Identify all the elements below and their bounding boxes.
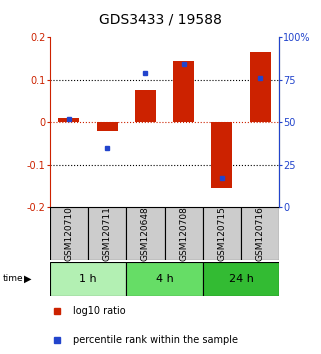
Bar [203,262,279,296]
Bar [88,207,126,260]
Text: GSM120716: GSM120716 [256,206,265,261]
Text: 24 h: 24 h [229,274,254,284]
Text: ▶: ▶ [23,274,31,284]
Bar [241,207,279,260]
Text: GDS3433 / 19588: GDS3433 / 19588 [99,12,222,27]
Text: time: time [3,274,24,283]
Text: GSM120715: GSM120715 [217,206,226,261]
Bar [250,52,271,122]
Text: percentile rank within the sample: percentile rank within the sample [73,335,238,345]
Bar [135,90,156,122]
Text: 4 h: 4 h [156,274,173,284]
Bar [164,207,203,260]
Text: GSM120648: GSM120648 [141,206,150,261]
Bar [58,118,79,122]
Bar [203,207,241,260]
Bar [50,262,126,296]
Bar [126,262,203,296]
Text: 1 h: 1 h [79,274,97,284]
Text: GSM120710: GSM120710 [65,206,74,261]
Bar [50,207,88,260]
Text: GSM120711: GSM120711 [103,206,112,261]
Text: log10 ratio: log10 ratio [73,306,125,316]
Bar [211,122,232,188]
Bar [173,61,194,122]
Text: GSM120708: GSM120708 [179,206,188,261]
Bar [97,122,118,131]
Bar [126,207,164,260]
